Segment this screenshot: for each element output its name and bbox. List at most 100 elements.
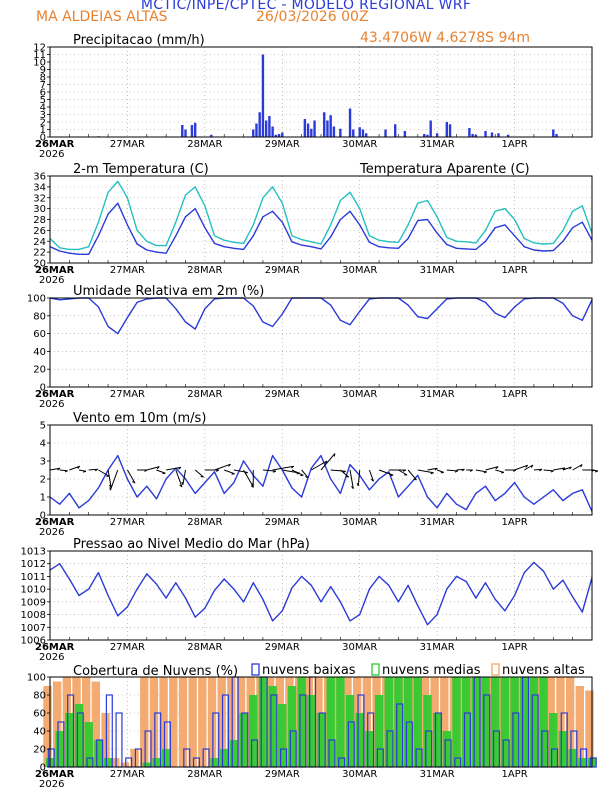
wind-arrow-head: [77, 465, 81, 469]
precip-bar: [468, 128, 471, 137]
pressure-point: [397, 601, 400, 603]
wind-arrow: [156, 469, 166, 474]
temp-y-tick-label: 36: [33, 172, 46, 183]
temp-y-tick-label: 30: [33, 204, 46, 215]
pressure-y-tick-label: 1013: [21, 547, 46, 558]
wind-arrow: [398, 469, 408, 476]
cloud-bar-nuvens-medias: [74, 704, 84, 767]
wind-arrow-head: [228, 463, 231, 467]
rh-x-tick-label: 31MAR: [420, 389, 455, 400]
temp-point: [378, 246, 380, 248]
pressure-y-tick-label: 1011: [21, 572, 46, 583]
cloud-bar-nuvens-altas: [169, 677, 178, 767]
wind-title: Vento em 10m (m/s): [73, 411, 206, 426]
precip-x-tick-label: 26MAR: [35, 139, 75, 150]
cloud-bar-nuvens-altas: [178, 677, 188, 767]
rh-point: [175, 308, 177, 310]
clouds-y-tick-label: 40: [33, 727, 46, 738]
pressure-point: [378, 575, 380, 578]
precip-bar: [474, 134, 478, 137]
wind-arrow-head: [64, 470, 68, 473]
temp-point: [242, 242, 245, 245]
wind-point: [136, 496, 138, 498]
rh-point: [339, 319, 341, 321]
wind-point: [446, 492, 448, 494]
clouds-x-tick-label: 30MAR: [342, 769, 377, 780]
wind-arrow: [320, 453, 336, 471]
wind-y-tick-label: 5: [40, 421, 46, 432]
cloud-bar-nuvens-altas: [101, 713, 110, 767]
cloud-bar-nuvens-medias: [268, 686, 277, 767]
precip-bar: [255, 123, 258, 137]
rh-point: [562, 302, 564, 304]
precip-bar: [261, 54, 265, 137]
wind-point: [572, 492, 574, 494]
temp-point: [310, 241, 312, 243]
wind-point: [301, 496, 303, 498]
cloud-bar-nuvens-medias: [287, 686, 297, 767]
precip-bar: [268, 116, 271, 137]
wind-arrow-head: [179, 484, 183, 488]
temp-point: [417, 202, 419, 204]
wind-point: [320, 455, 322, 457]
pressure-point: [388, 584, 390, 586]
pressure-point: [543, 570, 545, 572]
temp-point: [572, 210, 574, 212]
wind-arrow: [146, 466, 160, 471]
precip-y-tick-label: 3: [40, 110, 46, 121]
rh-point: [504, 316, 506, 319]
cloud-bar-nuvens-medias: [336, 677, 345, 767]
wind-arrow: [330, 469, 346, 472]
pressure-x-tick-label: 1APR: [501, 642, 527, 653]
pressure-point: [339, 601, 341, 603]
pressure-point: [272, 620, 274, 622]
pressure-point: [184, 597, 187, 599]
wind-arrow-head: [250, 485, 254, 488]
cloud-bar-nuvens-medias: [65, 713, 74, 767]
cloud-bar-nuvens-altas: [227, 677, 236, 767]
temp-point: [59, 247, 61, 249]
cloud-bar-nuvens-medias: [365, 731, 374, 767]
cloud-bar-nuvens-medias: [432, 713, 442, 767]
pressure-point: [175, 582, 177, 584]
header-coordinates: 43.4706W 4.6278S 94m: [360, 30, 530, 46]
precip-bar: [358, 127, 361, 137]
precip-bar: [426, 134, 429, 137]
pressure-x-tick-label: 26MAR: [35, 642, 75, 653]
temp-point: [581, 221, 583, 223]
temp-point: [146, 240, 148, 242]
precip-bar: [448, 124, 452, 137]
pressure-point: [262, 598, 264, 600]
clouds-x-tick-label: 31MAR: [420, 769, 455, 780]
pressure-point: [291, 587, 293, 589]
rh-point: [572, 315, 574, 317]
precip-bar: [484, 131, 487, 137]
clouds-y-tick-label: 0: [40, 763, 46, 774]
rh-point: [126, 316, 129, 319]
cloud-bar-nuvens-altas: [91, 681, 101, 767]
temp-point: [562, 240, 564, 242]
temp-point: [155, 251, 158, 253]
cloud-bar-nuvens-medias: [297, 677, 306, 767]
wind-arrow: [182, 469, 186, 485]
rh-x-tick-label: 27MAR: [110, 389, 145, 400]
precip-bar: [310, 128, 313, 137]
clouds-x-tick-label: 26MAR: [35, 769, 75, 780]
wind-point: [155, 498, 158, 500]
clouds-x-tick-label: 27MAR: [110, 769, 145, 780]
pressure-point: [78, 594, 80, 597]
temp-point: [397, 241, 400, 243]
precip-x-tick-label: 30MAR: [342, 139, 377, 150]
temp-point: [78, 248, 80, 251]
clouds-frame: [49, 676, 593, 768]
rh-y-tick-label: 20: [33, 365, 46, 376]
wind-point: [475, 492, 477, 494]
temp-point: [165, 245, 167, 247]
wind-arrow-head: [291, 465, 295, 469]
temp-x-tick-label: 28MAR: [187, 265, 222, 276]
cloud-bar-nuvens-altas: [440, 677, 449, 767]
wind-x-tick-label: 31MAR: [420, 517, 455, 528]
cloud-bar-nuvens-medias: [578, 758, 587, 767]
cloud-bar-nuvens-medias: [529, 677, 539, 767]
wind-arrow-head: [461, 468, 465, 472]
